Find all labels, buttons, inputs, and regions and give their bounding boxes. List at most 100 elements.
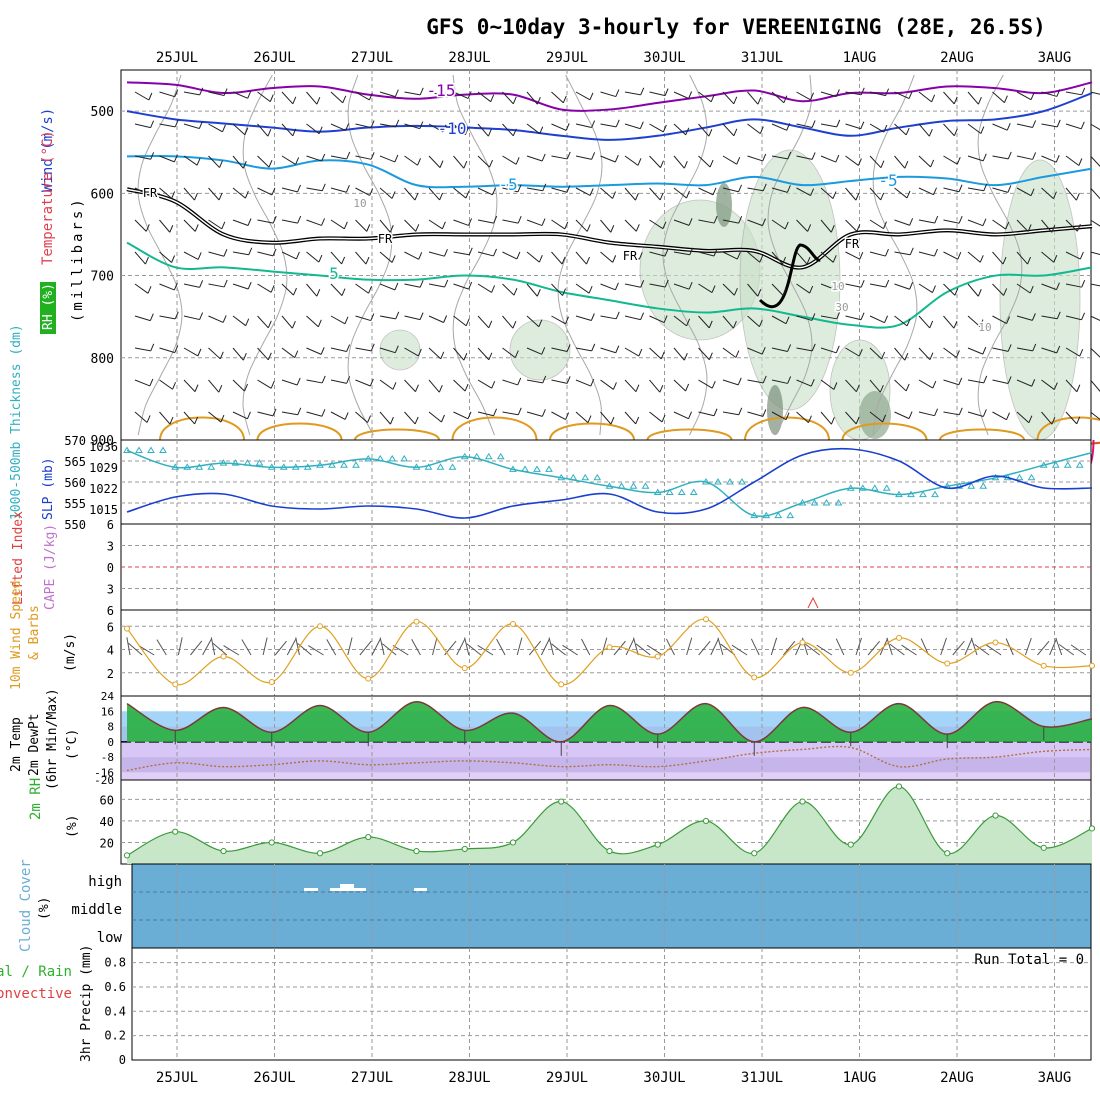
wind-barb — [134, 315, 151, 322]
wind-barb-flag — [685, 127, 690, 136]
wind-barb — [1041, 187, 1054, 200]
thickness-marker — [738, 478, 746, 485]
wind10-barb — [371, 638, 381, 656]
temperature-contour — [126, 155, 1093, 189]
wind-barb-flag — [418, 252, 423, 260]
wind-barb-flag — [1081, 87, 1086, 96]
wind-barb-flag — [270, 381, 275, 389]
wind-barb — [208, 219, 223, 230]
wind-barb-flag — [909, 282, 914, 290]
wind-barb — [698, 411, 715, 417]
wind-barb-flag — [493, 408, 498, 416]
wind-barb — [943, 187, 960, 193]
wind-barb — [918, 283, 933, 294]
wind10-barb — [202, 638, 212, 656]
wind-barb-flag — [832, 255, 837, 263]
wind-barb — [477, 219, 494, 224]
wind10-barb — [717, 637, 724, 656]
wind-barb — [453, 155, 465, 169]
wind-barb — [698, 123, 710, 137]
wind-barb-flag — [1078, 158, 1083, 166]
wind-barb-flag — [589, 188, 594, 196]
wind-barb — [1090, 187, 1100, 200]
wind-barb — [551, 187, 568, 193]
wind-barb-flag — [320, 347, 325, 355]
thickness-marker — [798, 499, 807, 506]
wind10m-barbs — [126, 637, 1087, 656]
wind-barb — [1065, 315, 1082, 321]
wind-barb — [747, 315, 760, 328]
wind-barb-flag — [465, 318, 470, 326]
wind10-tick-label: 4 — [107, 644, 114, 658]
wind-barb — [477, 347, 490, 361]
thickness-marker — [641, 482, 650, 489]
wind-barb-flag — [610, 416, 615, 425]
wind-barb-flag — [982, 153, 987, 162]
wind-barb — [967, 251, 981, 263]
wind-barb-flag — [1053, 255, 1058, 263]
wind-barb — [208, 283, 225, 288]
wind-barb-flag — [931, 94, 936, 103]
wind-barb — [183, 187, 195, 201]
thickness-marker — [279, 463, 288, 470]
wind-barb-flag — [272, 215, 277, 224]
wind-barb — [722, 347, 737, 358]
pressure-tick-label: 500 — [91, 105, 114, 120]
wind-barb — [796, 91, 811, 101]
wind-barb — [355, 315, 371, 322]
wind-barb-flag — [906, 318, 911, 327]
rh-contour — [872, 74, 918, 436]
wind10-barb — [210, 637, 216, 656]
wind-barb-flag — [610, 225, 615, 233]
wind-barb — [943, 219, 960, 224]
wind-barb-flag — [1076, 384, 1081, 392]
wind-barb — [992, 411, 1007, 421]
upper-air-ticks: 500 600 700 800 900 — [91, 105, 114, 449]
thickness-marker — [219, 459, 228, 466]
lifted-ticks: 6 3 0 3 6 — [107, 518, 114, 618]
wind-barb — [600, 347, 616, 354]
wind-barb-flag — [169, 225, 174, 233]
wind-barb-flag — [516, 251, 521, 260]
wind-barb-flag — [491, 381, 496, 389]
wind10-barb — [540, 638, 550, 656]
wind-barb-flag — [809, 285, 814, 294]
wind-barb-flag — [395, 311, 400, 320]
wind-barb-flag — [759, 255, 764, 263]
wind-barb — [992, 347, 1009, 352]
contour-label: FR — [378, 232, 393, 246]
axis-rh2m-label: 2m RH — [28, 778, 44, 820]
rh-contour — [662, 74, 708, 436]
thickness-marker — [545, 465, 553, 472]
wind-barb-flag — [247, 91, 252, 99]
wind-barb — [355, 91, 370, 101]
wind-barb-flag — [242, 352, 247, 361]
wind-barb — [845, 123, 861, 130]
wind-barb — [404, 123, 420, 130]
wind-barb-flag — [785, 412, 790, 420]
wind-barb-flag — [934, 408, 939, 416]
wind-barb-flag — [787, 344, 792, 352]
wind-barb-flag — [463, 353, 468, 361]
date-label-top: 3AUG — [1038, 50, 1072, 66]
wind-barb — [159, 91, 175, 98]
wind-barb-flag — [297, 407, 302, 415]
freezing-level-dip — [758, 243, 821, 309]
wind-barb — [502, 251, 518, 260]
wind-barb — [281, 219, 298, 224]
wind-barb — [845, 219, 858, 232]
wind-barb-flag — [640, 87, 645, 96]
wind-barb — [673, 155, 685, 169]
wind10-barb — [686, 637, 693, 656]
wind-barb-flag — [1055, 154, 1060, 163]
wind10-barb — [952, 640, 965, 656]
wind-barb-flag — [536, 96, 541, 105]
wind10-barb — [901, 644, 917, 656]
wind-barb-flag — [883, 221, 887, 229]
wind-barb-flag — [835, 89, 840, 97]
wind-barb-flag — [196, 158, 201, 166]
thickness-marker — [858, 484, 867, 491]
wind-barb-flag — [982, 409, 987, 417]
thickness-marker — [195, 463, 204, 470]
wind-barb — [477, 155, 490, 168]
